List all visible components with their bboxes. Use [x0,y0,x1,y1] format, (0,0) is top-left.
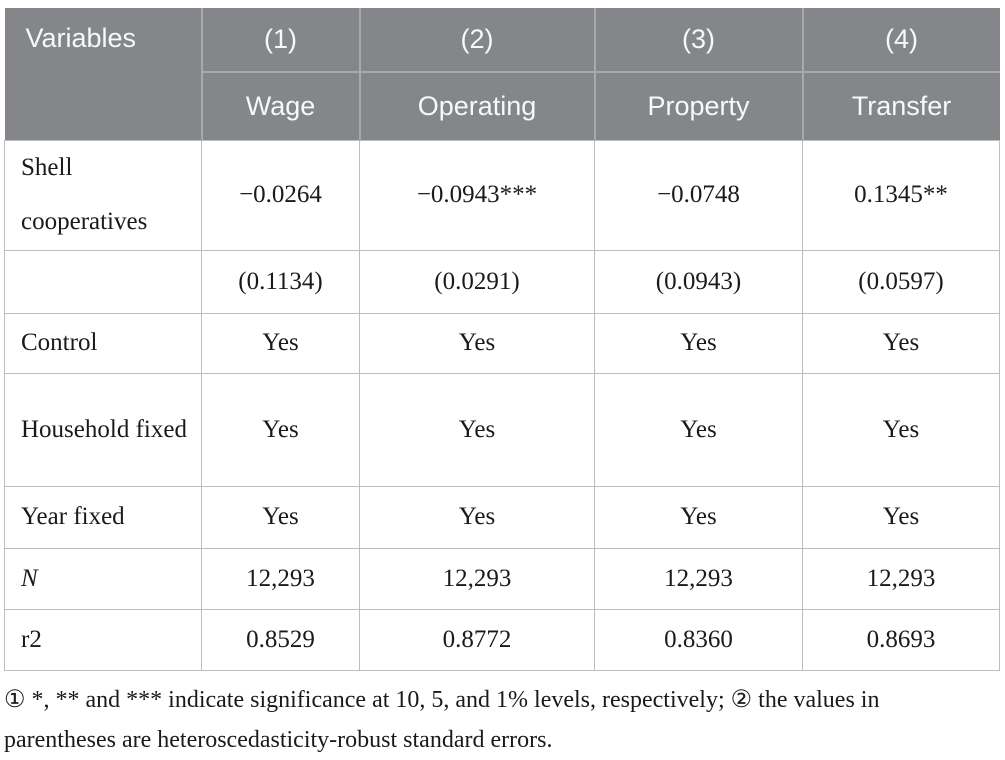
header-col-transfer: Transfer [801,72,1000,140]
cell-label: r2 [4,608,202,671]
cell-value: −0.0264 [201,139,360,251]
cell-value: Yes [359,312,595,374]
cell-value: 12,293 [201,547,360,610]
header-col-4-number: (4) [801,8,1000,73]
table-row-year-fixed: Year fixed Yes Yes Yes Yes [4,485,1000,549]
cell-value: Yes [802,372,1000,487]
cell-value: 0.8360 [594,608,803,671]
cell-value: (0.1134) [201,249,360,314]
table-row-observations: N 12,293 12,293 12,293 12,293 [4,547,1000,610]
header-col-wage: Wage [200,72,360,140]
cell-label: Year fixed [4,485,202,549]
table-row-household-fixed: Household fixed Yes Yes Yes Yes [4,372,1000,487]
cell-value: (0.0597) [802,249,1000,314]
cell-label [4,249,202,314]
cell-value: 0.8772 [359,608,595,671]
header-col-1-number: (1) [200,8,360,73]
header-row-names: Wage Operating Property Transfer [5,72,1000,140]
cell-value: 12,293 [802,547,1000,610]
table-header: Variables (1) (2) (3) (4) Wage Operating… [4,8,1000,140]
cell-value: Yes [802,485,1000,549]
cell-label: N [4,547,202,610]
header-col-3-number: (3) [593,8,803,73]
cell-value: (0.0943) [594,249,803,314]
cell-value: −0.0748 [594,139,803,251]
header-col-property: Property [593,72,803,140]
cell-value: Yes [594,372,803,487]
table-row-r-squared: r2 0.8529 0.8772 0.8360 0.8693 [4,608,1000,671]
cell-value: 0.8529 [201,608,360,671]
table-row-standard-errors: (0.1134) (0.0291) (0.0943) (0.0597) [4,249,1000,314]
table-row-control: Control Yes Yes Yes Yes [4,312,1000,374]
table-footnote: ① *, ** and *** indicate significance at… [4,687,880,754]
cell-value: Yes [201,485,360,549]
header-row-numbers: Variables (1) (2) (3) (4) [4,8,1000,140]
cell-value: 12,293 [594,547,803,610]
cell-value: Yes [201,312,360,374]
cell-value: Yes [359,485,595,549]
header-col-2-number: (2) [358,8,595,73]
regression-table: Variables (1) (2) (3) (4) Wage Operating… [4,8,1000,671]
cell-value: 0.1345** [802,139,1000,251]
cell-label: Shell cooperatives [4,139,202,251]
cell-value: Yes [359,372,595,487]
cell-value: (0.0291) [359,249,595,314]
cell-label: Control [4,312,202,374]
header-variables: Variables [4,8,203,140]
cell-value: Yes [802,312,1000,374]
cell-value: Yes [201,372,360,487]
cell-value: Yes [594,312,803,374]
header-col-operating: Operating [358,72,595,140]
table-body: Shell cooperatives −0.0264 −0.0943*** −0… [4,139,1000,671]
cell-value: −0.0943*** [359,139,595,251]
cell-value: 12,293 [359,547,595,610]
cell-value: Yes [594,485,803,549]
cell-label: Household fixed [4,372,202,487]
cell-value: 0.8693 [802,608,1000,671]
table-row-shell-cooperatives: Shell cooperatives −0.0264 −0.0943*** −0… [4,139,1000,251]
